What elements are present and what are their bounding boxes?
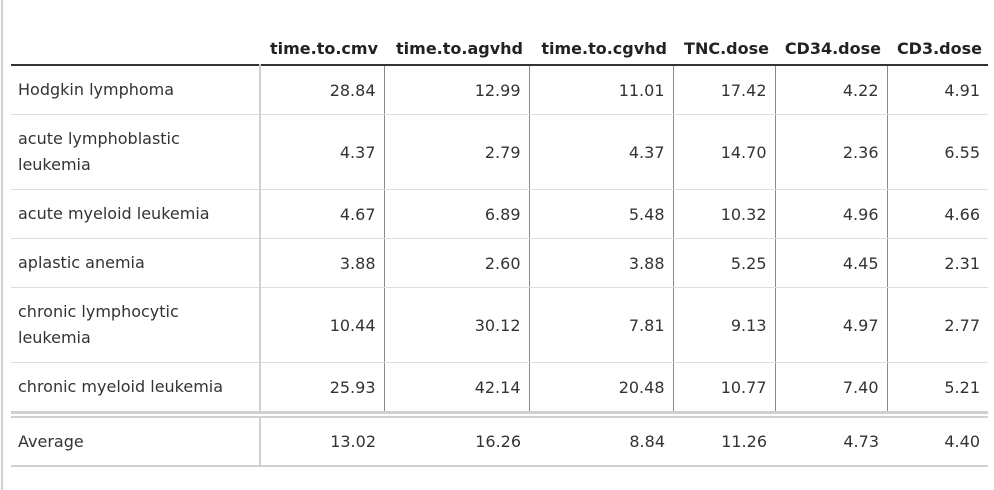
row-label: aplastic anemia bbox=[11, 238, 261, 288]
cell: 16.26 bbox=[384, 416, 529, 467]
cell: 2.31 bbox=[886, 238, 988, 288]
cell: 5.25 bbox=[672, 238, 775, 288]
row-label: Average bbox=[11, 416, 261, 467]
cell: 2.60 bbox=[383, 238, 529, 288]
cell: 42.14 bbox=[383, 362, 529, 414]
row-label: Hodgkin lymphoma bbox=[11, 65, 261, 115]
cell: 4.67 bbox=[259, 189, 384, 239]
cell: 7.40 bbox=[774, 362, 887, 414]
cell: 4.40 bbox=[887, 416, 988, 467]
cell: 12.99 bbox=[383, 65, 529, 115]
cell: 5.48 bbox=[528, 189, 673, 239]
cell: 7.81 bbox=[528, 287, 673, 363]
cell: 6.55 bbox=[886, 114, 988, 190]
column-header-time-to-agvhd: time.to.agvhd bbox=[396, 39, 523, 58]
cell: 14.70 bbox=[672, 114, 775, 190]
column-header bbox=[11, 28, 260, 65]
row-label: chronic myeloid leukemia bbox=[11, 362, 261, 414]
cell: 5.21 bbox=[886, 362, 988, 414]
table-row: acute lymphoblastic leukemia 4.37 2.79 4.37… bbox=[11, 114, 988, 190]
header-row: time.to.cmv time.to.agvhd time.to.cgvhd … bbox=[11, 28, 988, 65]
cell: 4.73 bbox=[775, 416, 887, 467]
cell: 10.32 bbox=[672, 189, 775, 239]
cell: 4.91 bbox=[886, 65, 988, 115]
cell: 4.37 bbox=[528, 114, 673, 190]
table-row: chronic lymphocytic leukemia 10.44 30.12 7.… bbox=[11, 287, 988, 363]
cell: 4.66 bbox=[886, 189, 988, 239]
column-header-time-to-cgvhd: time.to.cgvhd bbox=[541, 39, 667, 58]
cell: 25.93 bbox=[259, 362, 384, 414]
cell: 9.13 bbox=[672, 287, 775, 363]
left-border bbox=[1, 0, 3, 490]
cell: 4.22 bbox=[774, 65, 887, 115]
cell: 4.97 bbox=[774, 287, 887, 363]
cell: 11.01 bbox=[528, 65, 673, 115]
cell: 20.48 bbox=[528, 362, 673, 414]
table-row: aplastic anemia 3.88 2.60 3.88 5.25 4.45 2.31 bbox=[11, 238, 988, 288]
cell: 4.96 bbox=[774, 189, 887, 239]
row-label: acute myeloid leukemia bbox=[11, 189, 261, 239]
table-row: chronic myeloid leukemia 25.93 42.14 20.48 1… bbox=[11, 362, 988, 414]
average-row: Average 13.02 16.26 8.84 11.26 4.73 4.40 bbox=[11, 416, 988, 467]
cell: 3.88 bbox=[259, 238, 384, 288]
cell: 17.42 bbox=[672, 65, 775, 115]
column-header-cd3-dose: CD3.dose bbox=[896, 39, 982, 58]
cell: 2.77 bbox=[886, 287, 988, 363]
row-label: acute lymphoblastic leukemia bbox=[11, 114, 261, 190]
cell: 13.02 bbox=[260, 416, 384, 467]
table-row: Hodgkin lymphoma 28.84 12.99 11.01 17.42 4.22… bbox=[11, 65, 988, 115]
table-row: acute myeloid leukemia 4.67 6.89 5.48 10.32 4… bbox=[11, 189, 988, 239]
cell: 8.84 bbox=[529, 416, 673, 467]
cell: 3.88 bbox=[528, 238, 673, 288]
cell: 4.37 bbox=[259, 114, 384, 190]
cell: 2.79 bbox=[383, 114, 529, 190]
cell: 30.12 bbox=[383, 287, 529, 363]
cell: 6.89 bbox=[383, 189, 529, 239]
row-label: chronic lymphocytic leukemia bbox=[11, 287, 261, 363]
column-header-cd34-dose: CD34.dose bbox=[784, 39, 881, 58]
cell: 2.36 bbox=[774, 114, 887, 190]
summary-table: time.to.cmv time.to.agvhd time.to.cgvhd … bbox=[11, 28, 988, 467]
column-header-tnc-dose: TNC.dose bbox=[684, 39, 769, 58]
cell: 28.84 bbox=[259, 65, 384, 115]
cell: 10.77 bbox=[672, 362, 775, 414]
cell: 10.44 bbox=[259, 287, 384, 363]
column-header-time-to-cmv: time.to.cmv bbox=[269, 39, 378, 58]
cell: 11.26 bbox=[673, 416, 775, 467]
cell: 4.45 bbox=[774, 238, 887, 288]
